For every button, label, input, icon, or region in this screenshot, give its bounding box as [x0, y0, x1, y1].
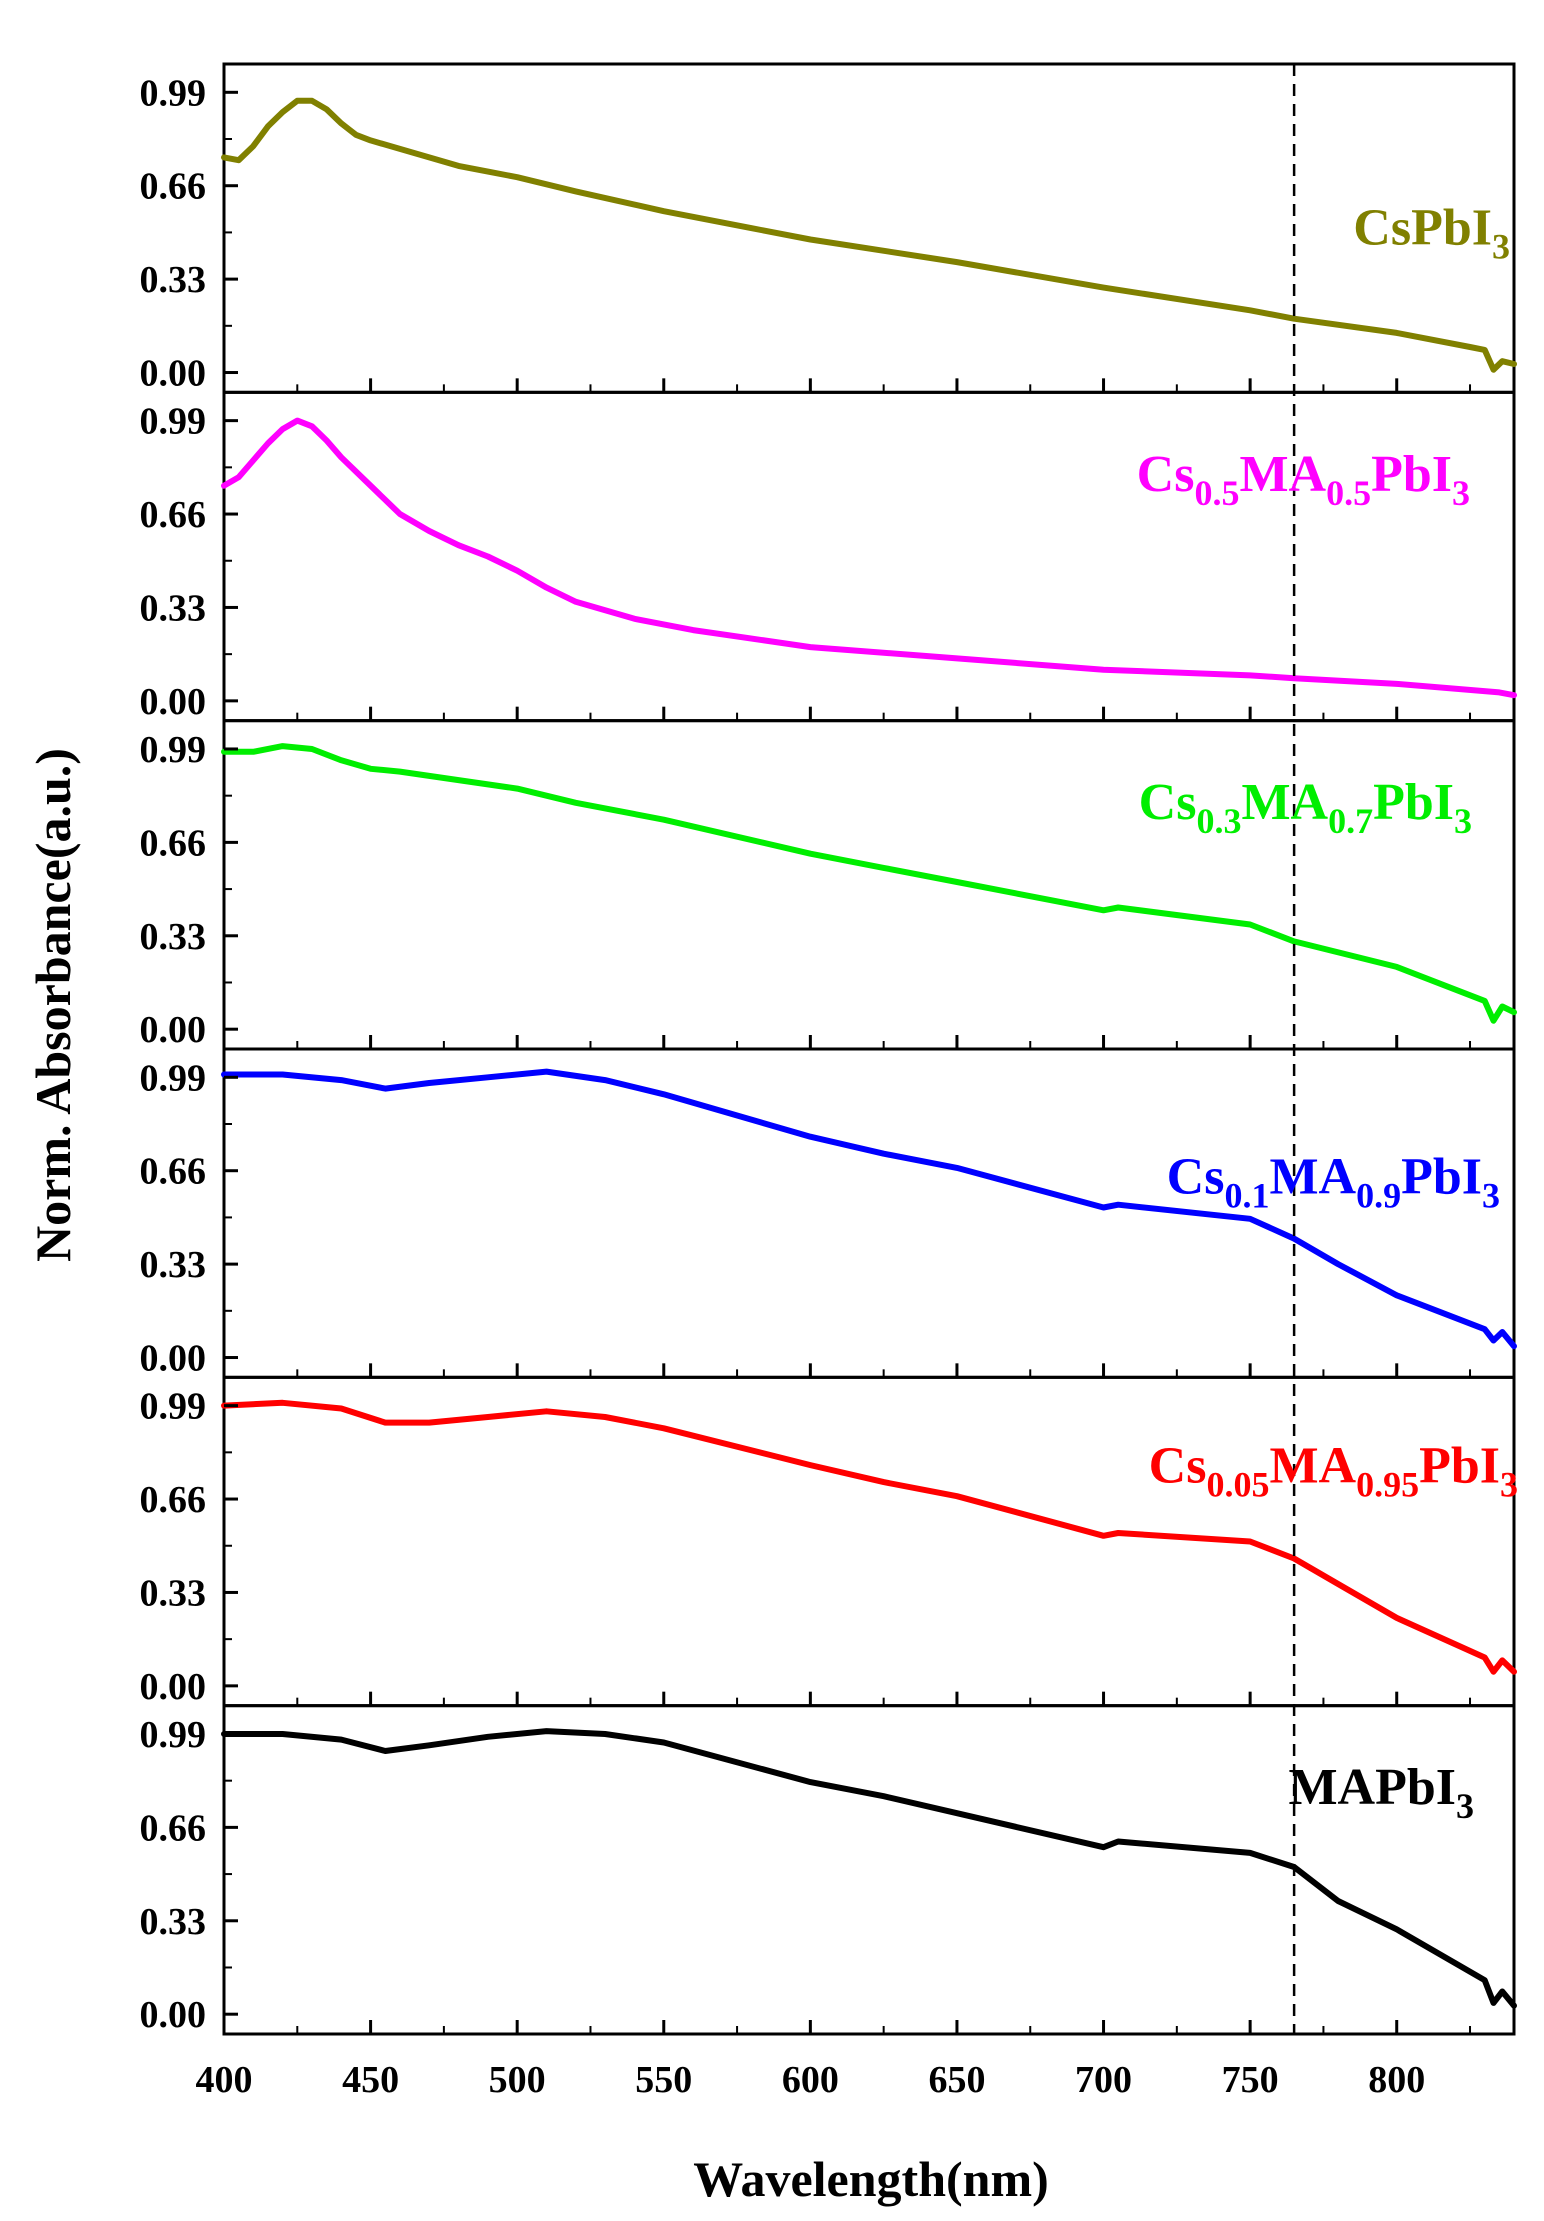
x-tick-label: 500 — [489, 2059, 546, 2101]
series-line — [221, 1728, 1517, 2009]
x-tick-label: 750 — [1222, 2059, 1279, 2101]
panel-frame — [222, 1704, 1516, 2036]
y-tick-label: 0.99 — [140, 401, 207, 443]
x-tick-label: 550 — [635, 2059, 692, 2101]
series-line — [221, 1068, 1517, 1350]
series-line — [221, 417, 1517, 699]
series-label: Cs0.05​MA0.95​PbI3​ — [1149, 1437, 1518, 1504]
y-tick-label: 0.66 — [140, 494, 207, 536]
series-line — [221, 743, 1517, 1024]
x-tick-label: 600 — [782, 2059, 839, 2101]
series-line — [221, 1399, 1517, 1675]
y-tick-label: 0.99 — [140, 1386, 207, 1428]
y-tick-label: 0.00 — [140, 681, 207, 723]
panel-frame — [222, 1375, 1516, 1708]
y-tick-label: 0.33 — [140, 1901, 207, 1943]
y-tick-label: 0.00 — [140, 1666, 207, 1708]
y-tick-label: 0.33 — [140, 1244, 207, 1286]
y-axis-title: Norm. Absorbance(a.u.) — [25, 748, 81, 1262]
y-tick-label: 0.00 — [140, 353, 207, 395]
panel-frame — [222, 390, 1516, 723]
y-tick-label: 0.33 — [140, 259, 207, 301]
y-tick-label: 0.66 — [140, 166, 207, 208]
y-tick-label: 0.66 — [140, 1151, 207, 1193]
y-tick-label: 0.99 — [140, 729, 207, 771]
series-label: MAPbI3​ — [1288, 1759, 1474, 1826]
y-tick-label: 0.66 — [140, 1479, 207, 1521]
panel-frame — [222, 719, 1516, 1051]
series-label: CsPbI3​ — [1353, 200, 1510, 267]
y-tick-label: 0.33 — [140, 1572, 207, 1614]
y-tick-label: 0.33 — [140, 916, 207, 958]
panel-frame — [222, 62, 1516, 394]
x-axis-title: Wavelength(nm) — [693, 2151, 1049, 2207]
x-tick-label: 400 — [196, 2059, 253, 2101]
series-line — [221, 97, 1517, 373]
series-label: Cs0.1​MA0.9​PbI3​ — [1167, 1148, 1500, 1215]
x-tick-label: 650 — [928, 2059, 985, 2101]
y-tick-label: 0.99 — [140, 1714, 207, 1756]
x-tick-label: 450 — [342, 2059, 399, 2101]
series-label: Cs0.5​MA0.5​PbI3​ — [1137, 446, 1470, 513]
y-tick-label: 0.00 — [140, 1009, 207, 1051]
y-tick-label: 0.33 — [140, 587, 207, 629]
y-tick-label: 0.99 — [140, 1057, 207, 1099]
panel-frames — [222, 62, 1516, 2036]
y-tick-label: 0.00 — [140, 1994, 207, 2036]
series-layer — [221, 97, 1517, 2009]
series-label: Cs0.3​MA0.7​PbI3​ — [1139, 774, 1472, 841]
y-tick-label: 0.66 — [140, 1807, 207, 1849]
x-tick-label: 800 — [1368, 2059, 1425, 2101]
y-tick-label: 0.00 — [140, 1338, 207, 1380]
x-tick-label: 700 — [1075, 2059, 1132, 2101]
series-label-layer: CsPbI3​ Cs0.5​MA0.5​PbI3​ Cs0.3​MA0.7​PbI3… — [1137, 200, 1518, 1827]
tick-layer: 0.00 0.33 0.66 0.99 0.00 0.33 0.66 0.99 0.00 0.33… — [140, 72, 1472, 2101]
panel-frame — [222, 1047, 1516, 1379]
y-tick-label: 0.99 — [140, 72, 207, 114]
y-tick-label: 0.66 — [140, 822, 207, 864]
